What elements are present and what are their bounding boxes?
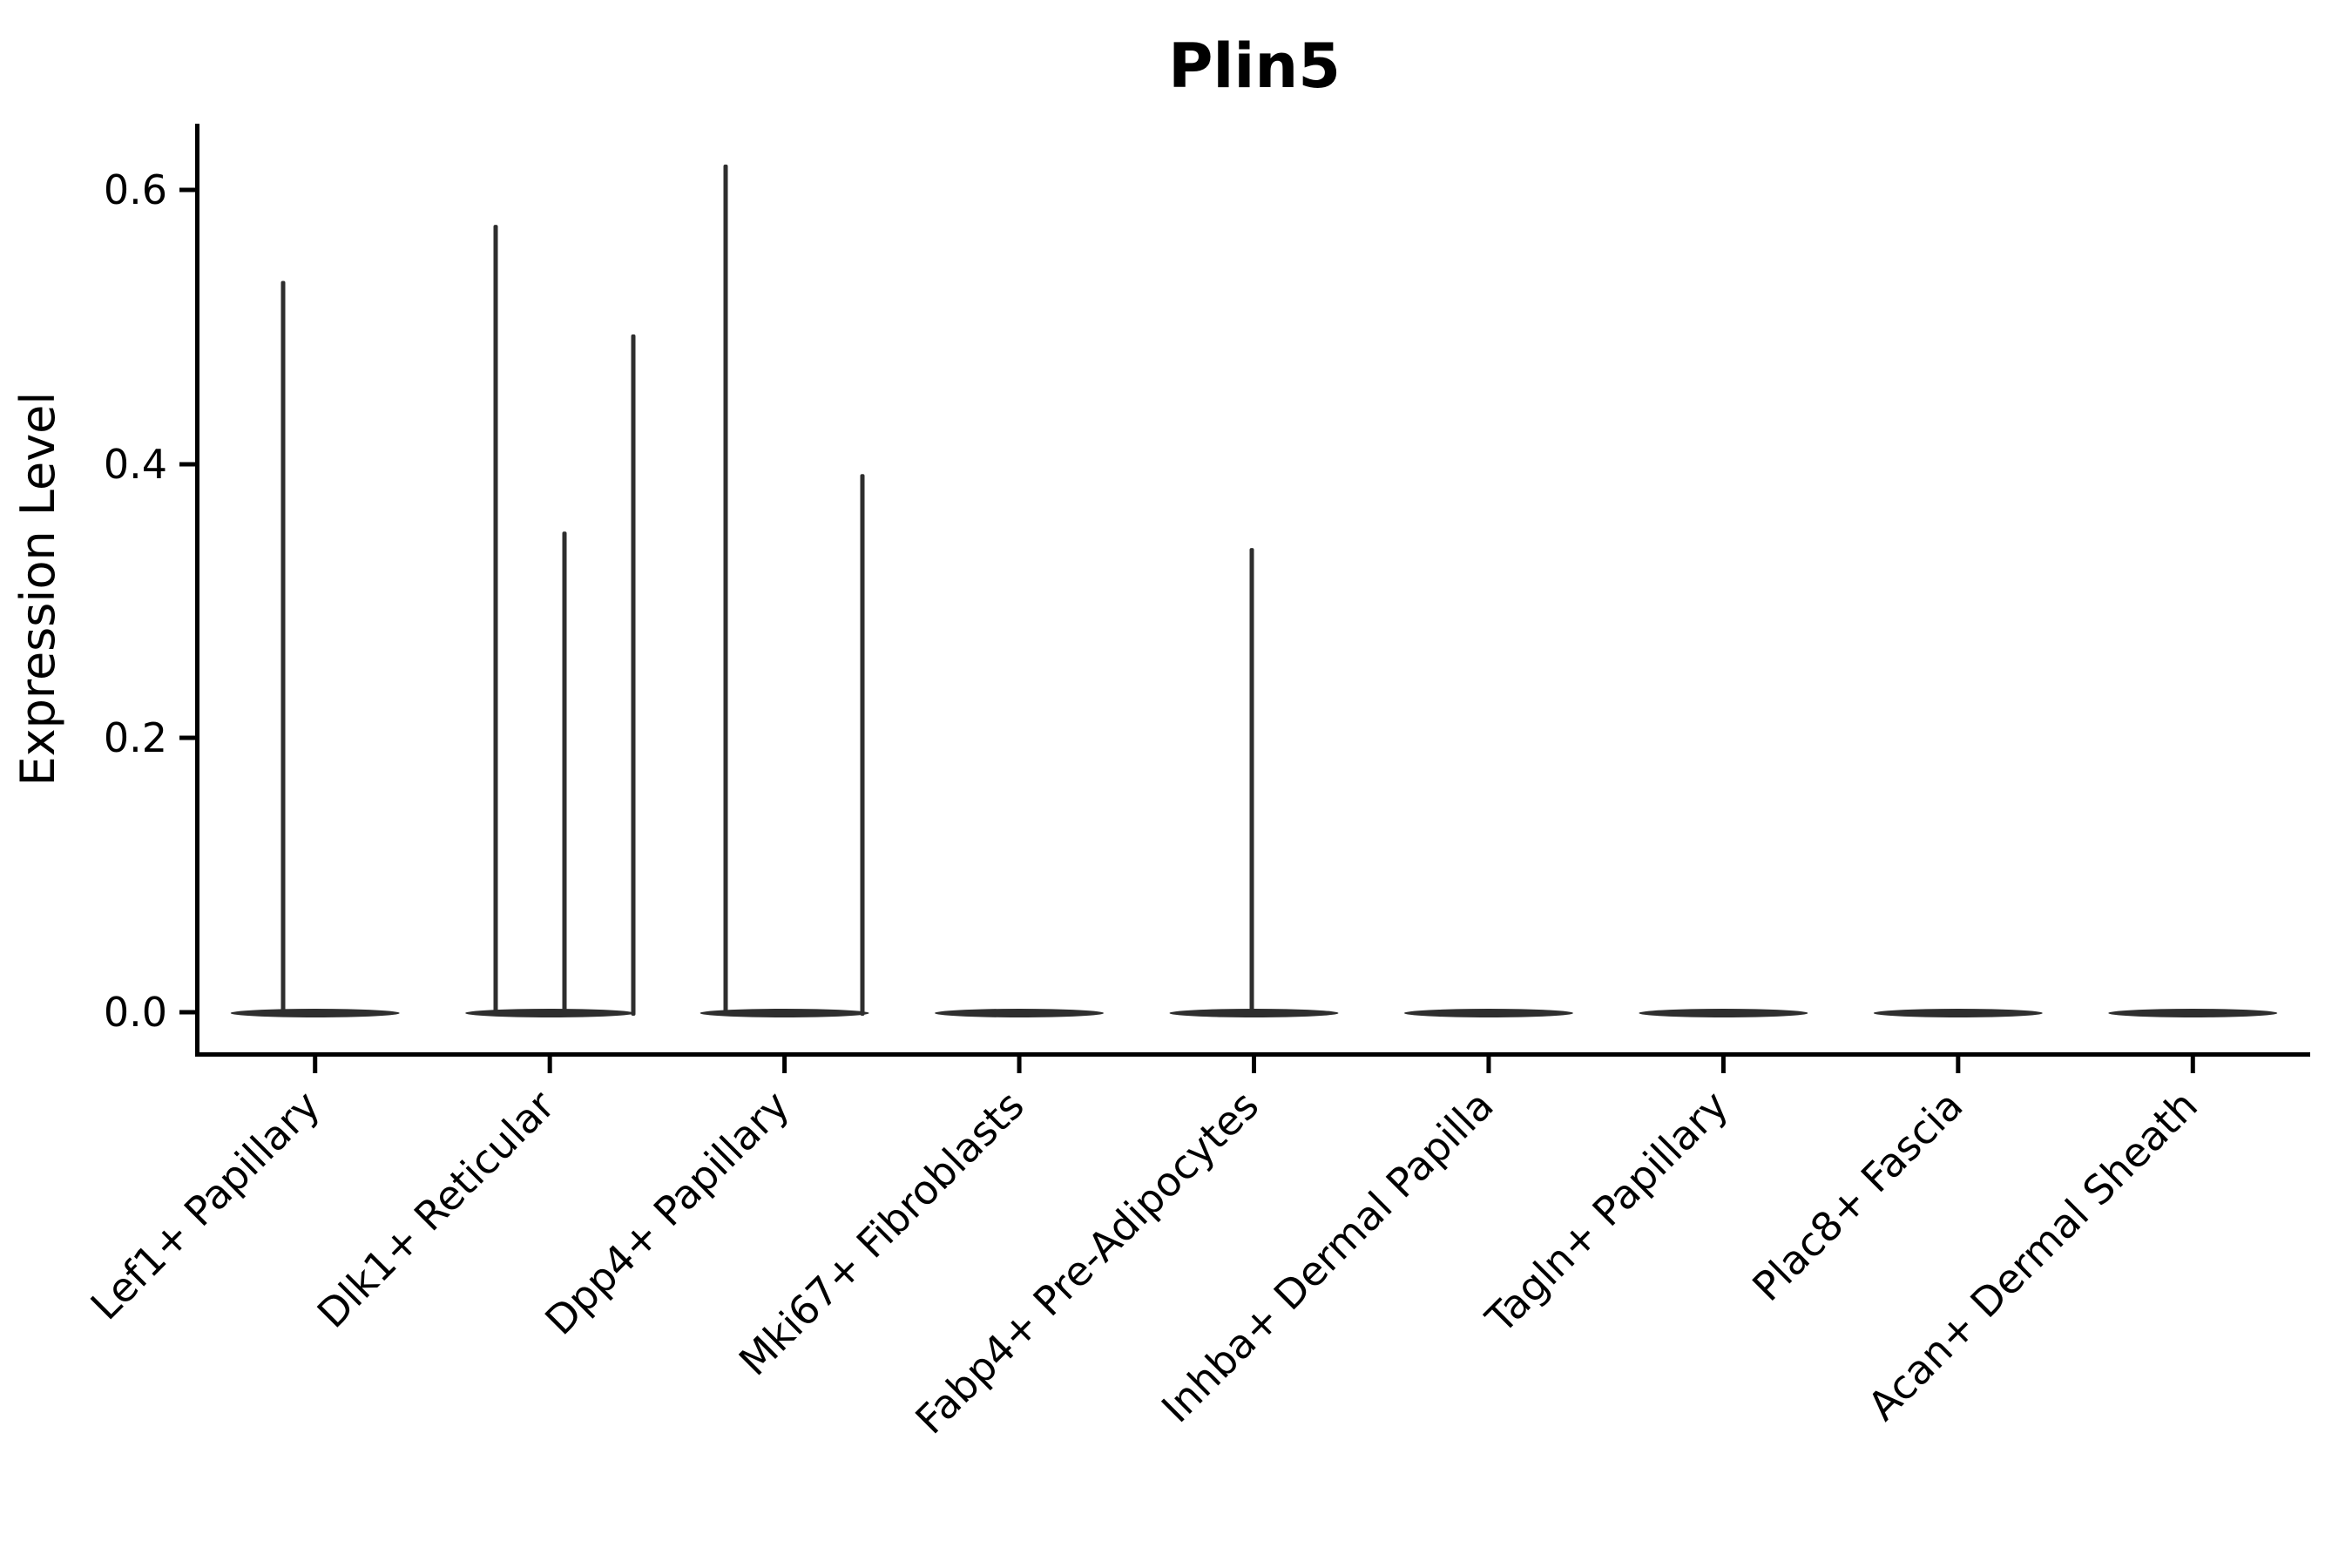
violin-0 bbox=[230, 280, 400, 1017]
violin-5 bbox=[1403, 1009, 1573, 1017]
y-axis-tick-labels: 0.6 0.4 0.2 0.0 bbox=[104, 166, 167, 1036]
violin-6 bbox=[1639, 1009, 1808, 1017]
expression-spike bbox=[1249, 548, 1254, 1016]
y-axis-spine bbox=[195, 124, 199, 1057]
violin-body bbox=[465, 1009, 635, 1017]
y-tick bbox=[179, 1010, 198, 1015]
expression-spike bbox=[562, 531, 567, 1016]
expression-spike bbox=[860, 474, 865, 1016]
x-tick bbox=[1486, 1054, 1491, 1073]
violin-1 bbox=[465, 225, 636, 1017]
x-tick bbox=[313, 1054, 318, 1073]
violin-3 bbox=[935, 1009, 1105, 1017]
x-axis-ticks bbox=[313, 1054, 2195, 1073]
violin-2 bbox=[700, 164, 869, 1017]
expression-spike bbox=[631, 334, 636, 1016]
x-category-label-0: Lef1+ Papillary bbox=[82, 1082, 329, 1329]
x-category-label-7: Plac8+ Fascia bbox=[1743, 1082, 1971, 1310]
x-tick bbox=[547, 1054, 552, 1073]
violin-4 bbox=[1169, 548, 1339, 1017]
x-tick bbox=[782, 1054, 787, 1073]
x-tick bbox=[1252, 1054, 1256, 1073]
y-tick-label: 0.6 bbox=[104, 166, 167, 213]
violin-body bbox=[1403, 1009, 1573, 1017]
violins bbox=[230, 164, 2278, 1017]
violin-body bbox=[1169, 1009, 1339, 1017]
y-tick bbox=[179, 735, 198, 740]
x-tick bbox=[1017, 1054, 1022, 1073]
expression-spike bbox=[723, 164, 728, 1016]
y-tick bbox=[179, 187, 198, 193]
y-tick bbox=[179, 462, 198, 467]
expression-spike bbox=[280, 280, 286, 1016]
violin-body bbox=[230, 1009, 400, 1017]
violin-body bbox=[1639, 1009, 1808, 1017]
violin-body bbox=[2108, 1009, 2278, 1017]
x-tick bbox=[2190, 1054, 2195, 1073]
x-category-label-1: Dlk1+ Reticular bbox=[308, 1082, 564, 1337]
x-tick bbox=[1720, 1054, 1726, 1073]
violin-8 bbox=[2108, 1009, 2278, 1017]
y-tick-label: 0.2 bbox=[104, 714, 167, 761]
violin-body bbox=[935, 1009, 1105, 1017]
y-tick-label: 0.4 bbox=[104, 441, 167, 488]
x-category-label-2: Dpp4+ Papillary bbox=[536, 1082, 798, 1344]
chart-title: Plin5 bbox=[1168, 30, 1341, 102]
y-tick-label: 0.0 bbox=[104, 989, 167, 1036]
x-category-label-6: Tagln+ Papillary bbox=[1477, 1082, 1738, 1343]
y-axis-ticks bbox=[179, 187, 198, 1015]
violin-body bbox=[700, 1009, 869, 1017]
violin-7 bbox=[1873, 1009, 2043, 1017]
expression-spike bbox=[493, 225, 498, 1017]
x-tick bbox=[1956, 1054, 1961, 1073]
y-axis-title: Expression Level bbox=[10, 392, 65, 787]
violin-body bbox=[1873, 1009, 2043, 1017]
